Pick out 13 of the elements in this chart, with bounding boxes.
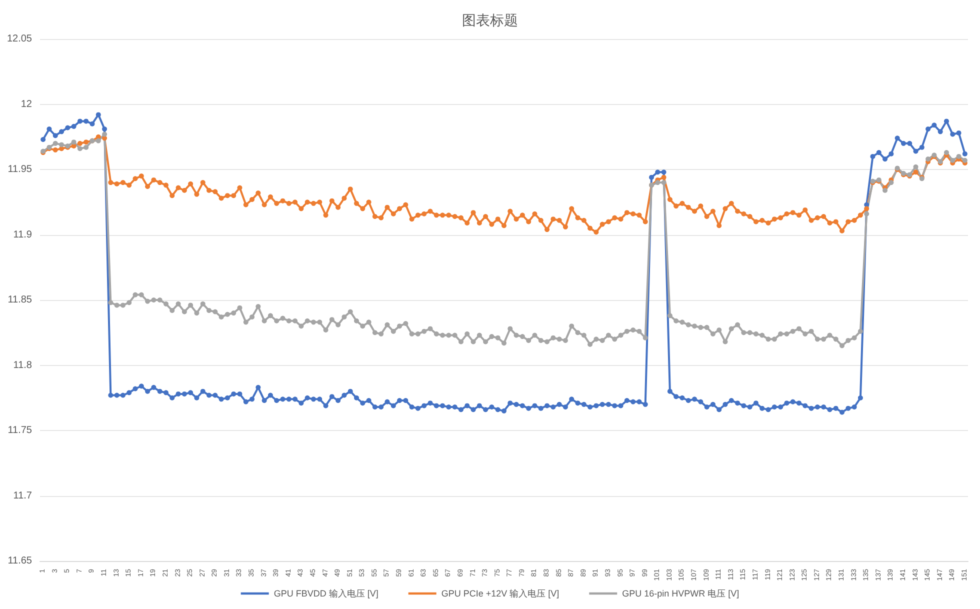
chart-title: 图表标题	[462, 12, 518, 28]
y-tick-label: 11.65	[8, 556, 32, 566]
y-tick-label: 11.9	[13, 229, 32, 240]
y-tick-label: 12.05	[6, 34, 32, 44]
legend-label: GPU PCIe +12V 输入电压 [V]	[441, 588, 560, 598]
y-tick-label: 11.75	[8, 425, 32, 436]
legend-label: GPU 16-pin HVPWR 电压 [V]	[622, 588, 740, 598]
y-tick-label: 11.8	[13, 360, 32, 371]
y-tick-label: 11.7	[13, 490, 32, 502]
y-tick-label: 12	[20, 98, 32, 110]
legend-label: GPU FBVDD 输入电压 [V]	[274, 588, 378, 598]
y-tick-label: 11.95	[8, 164, 32, 175]
y-tick-label: 11.85	[8, 294, 32, 306]
